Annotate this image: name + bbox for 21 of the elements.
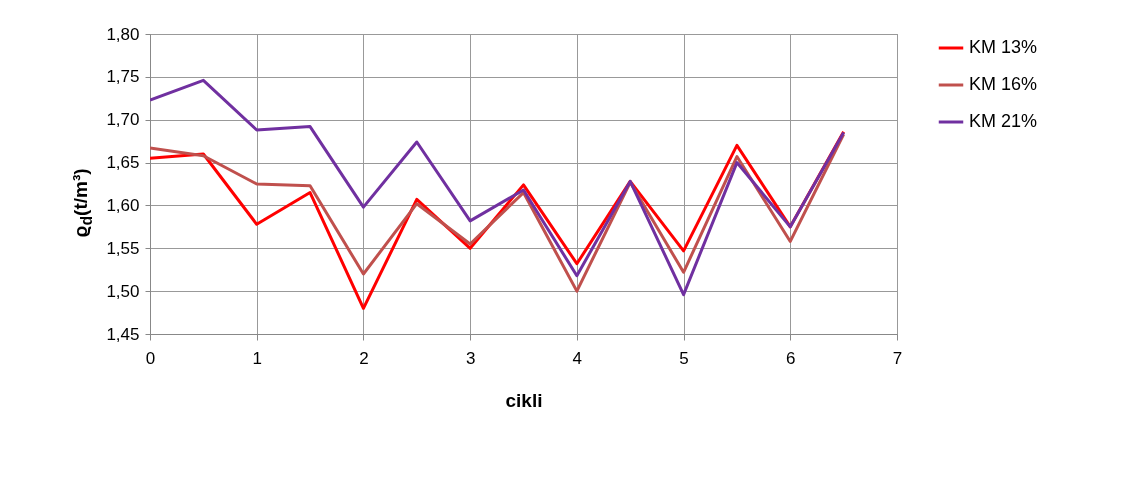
y-tick-label: 1,80 <box>106 24 140 44</box>
x-tick-label: 3 <box>465 348 476 368</box>
x-tick-label: 7 <box>892 348 903 368</box>
line-series <box>150 78 846 297</box>
x-tick-label: 4 <box>572 348 583 368</box>
x-axis-title: cikli <box>505 389 543 411</box>
legend-label: KM 16% <box>969 74 1038 94</box>
y-tick-label: 1,65 <box>106 153 140 173</box>
y-tick-label: 1,55 <box>106 238 140 258</box>
x-tick-label: 2 <box>359 348 369 368</box>
y-tick-label: 1,50 <box>106 281 140 301</box>
x-tick-label: 0 <box>145 348 156 368</box>
y-tick-label: 1,70 <box>106 110 140 130</box>
x-tick-label: 6 <box>786 348 796 368</box>
legend-label: KM 21% <box>969 111 1038 131</box>
y-tick-label: 1,60 <box>106 195 140 215</box>
y-tick-label: 1,75 <box>106 67 140 87</box>
x-tick-label: 5 <box>679 348 689 368</box>
y-tick-label: 1,45 <box>106 324 140 344</box>
legend-label: KM 13% <box>969 37 1038 57</box>
x-tick-label: 1 <box>252 348 262 368</box>
